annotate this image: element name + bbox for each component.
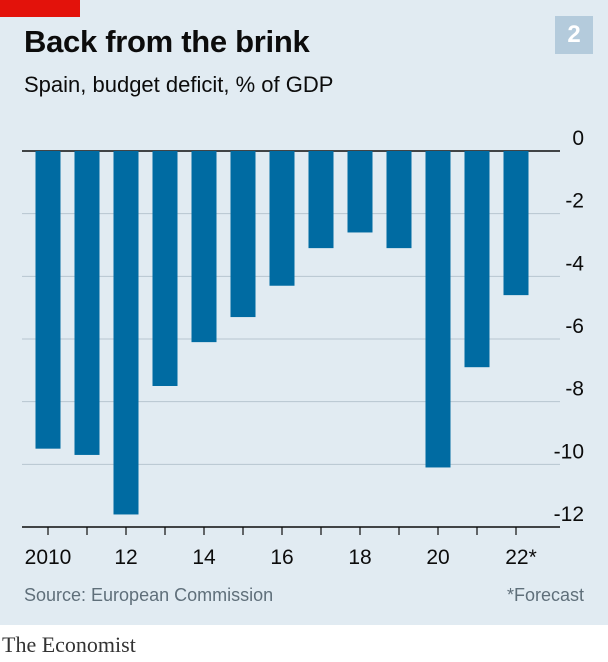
x-tick-label: 22*: [505, 546, 537, 569]
y-tick-label: -2: [565, 190, 584, 213]
y-tick-label: -10: [554, 440, 584, 463]
bars: [35, 151, 529, 515]
bar-2018: [347, 151, 373, 233]
forecast-footnote: *Forecast: [506, 585, 584, 605]
y-tick-label: -12: [554, 503, 584, 526]
chart-number-badge: 2: [555, 16, 593, 54]
tick-labels: 0 -2 -4 -6 -8 -10 -12 2010 12 14 16 18 20 22*: [25, 127, 585, 569]
y-tick-label: -8: [565, 378, 584, 401]
economist-logo-text: The Economist: [2, 632, 136, 657]
y-tick-label: -4: [565, 252, 584, 275]
bar-2010: [35, 151, 61, 449]
bar-2015: [230, 151, 256, 318]
bar-2012: [113, 151, 139, 515]
x-tick-label: 2010: [25, 546, 72, 569]
bar-chart: 0 -2 -4 -6 -8 -10 -12 2010 12 14 16 18 20 22*: [22, 127, 585, 569]
bar-2017: [308, 151, 334, 249]
x-tick-label: 18: [348, 546, 371, 569]
x-tick-label: 20: [426, 546, 449, 569]
bar-2016: [269, 151, 295, 286]
x-tick-label: 12: [114, 546, 137, 569]
bar-2021: [464, 151, 490, 368]
y-tick-label: -6: [565, 315, 584, 338]
x-tick-label: 16: [270, 546, 293, 569]
bar-2014: [191, 151, 217, 343]
chart-panel: Back from the brink Spain, budget defici…: [0, 0, 608, 625]
bar-2020: [425, 151, 451, 468]
bar-2019: [386, 151, 412, 249]
brand-accent-tag: [0, 0, 80, 17]
bar-2022: [503, 151, 529, 296]
x-tick-label: 14: [192, 546, 216, 569]
y-tick-label: 0: [572, 127, 584, 150]
chart-title: Back from the brink: [24, 24, 310, 59]
source-note: Source: European Commission: [24, 585, 274, 605]
bar-2011: [74, 151, 100, 455]
x-axis: [22, 526, 560, 535]
chart-subtitle: Spain, budget deficit, % of GDP: [24, 72, 334, 97]
bar-2013: [152, 151, 178, 386]
